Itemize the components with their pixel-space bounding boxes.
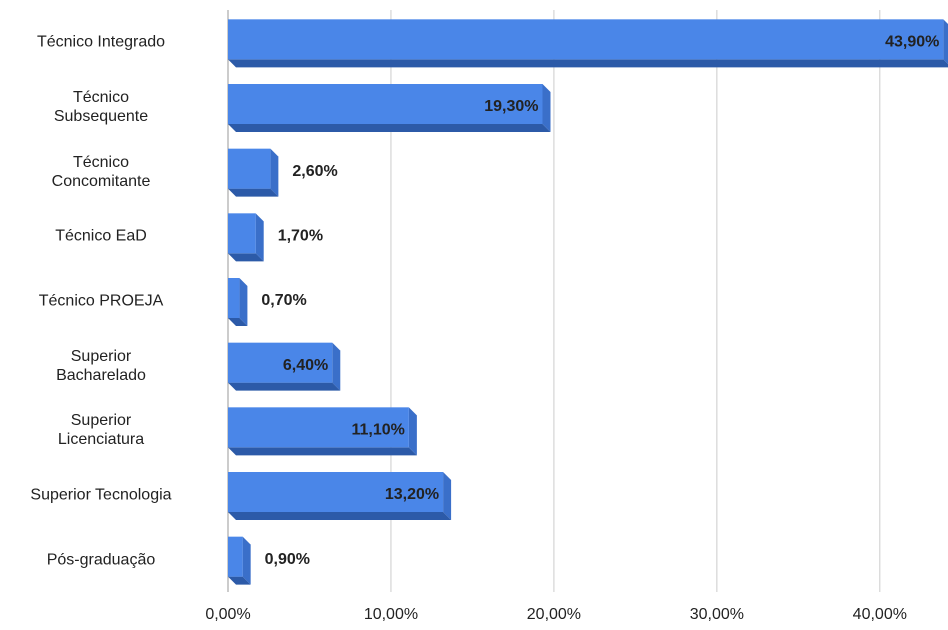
x-tick-label: 10,00% — [364, 606, 418, 623]
bar-bottom — [228, 576, 251, 585]
value-label: 6,40% — [283, 357, 328, 374]
value-label: 0,90% — [265, 551, 310, 568]
x-tick-label: 0,00% — [205, 606, 250, 623]
y-tick-label: Superior Licenciatura — [57, 412, 145, 449]
bar-side — [542, 84, 551, 132]
bar — [228, 472, 452, 520]
bar-bottom — [228, 59, 948, 68]
bar-side — [408, 407, 417, 456]
bar — [228, 278, 248, 326]
bar — [228, 213, 264, 262]
bar-front — [228, 342, 333, 383]
bar-front — [228, 472, 444, 512]
bar-front — [228, 213, 256, 254]
y-tick-label: Superior Tecnologia — [30, 486, 172, 504]
bar-side — [443, 472, 452, 520]
bar — [228, 148, 279, 197]
bar-front — [228, 84, 543, 124]
bar-bottom — [228, 188, 279, 197]
y-tick-label: Técnico EaD — [55, 227, 147, 245]
bar — [228, 342, 341, 391]
value-label: 1,70% — [278, 228, 323, 245]
bar-bottom — [228, 124, 551, 132]
bar — [228, 19, 948, 68]
y-tick-label: Técnico PROEJA — [38, 292, 164, 310]
y-tick-label: Técnico Concomitante — [51, 153, 151, 190]
bar-bottom — [228, 382, 341, 391]
bar — [228, 536, 251, 585]
bar-front — [228, 278, 240, 318]
value-label: 43,90% — [885, 34, 939, 51]
bar-front — [228, 536, 243, 577]
y-tick-label: Técnico Integrado — [36, 33, 166, 51]
bar-side — [255, 213, 264, 262]
bar-front — [228, 148, 271, 189]
bar-side — [332, 342, 341, 391]
bar-side — [943, 19, 948, 64]
x-tick-label: 40,00% — [853, 606, 907, 623]
x-tick-label: 30,00% — [690, 606, 744, 623]
bar-bottom — [228, 447, 417, 456]
bar-bottom — [228, 253, 264, 262]
bar-bottom — [228, 318, 248, 326]
value-label: 0,70% — [261, 292, 306, 309]
bar-side — [239, 278, 248, 326]
y-tick-label: Superior Bacharelado — [56, 347, 146, 384]
bar-bottom — [228, 512, 452, 520]
value-label: 11,10% — [351, 422, 404, 439]
value-label: 19,30% — [484, 98, 538, 115]
x-tick-label: 20,00% — [527, 606, 581, 623]
value-label: 2,60% — [292, 163, 337, 180]
bar — [228, 407, 417, 456]
bar — [228, 84, 551, 132]
bar-front — [228, 407, 409, 448]
value-label: 13,20% — [385, 486, 439, 503]
bar-side — [242, 536, 251, 585]
bar-side — [270, 148, 279, 197]
y-tick-label: Técnico Subsequente — [53, 89, 149, 125]
bar-front — [228, 19, 944, 60]
y-tick-label: Pós-graduação — [46, 551, 156, 569]
